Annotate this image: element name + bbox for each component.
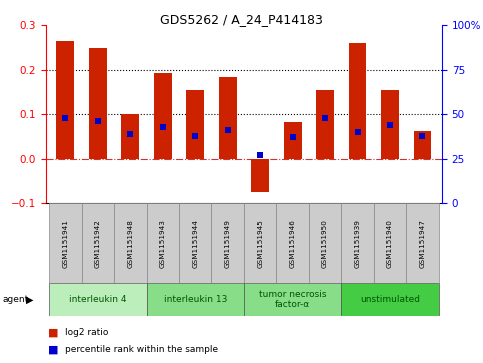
Bar <box>49 283 146 316</box>
Text: agent: agent <box>2 295 28 304</box>
Bar <box>179 203 212 283</box>
Bar <box>244 283 341 316</box>
Text: percentile rank within the sample: percentile rank within the sample <box>65 345 218 354</box>
Bar <box>186 90 204 159</box>
Text: GSM1151942: GSM1151942 <box>95 219 101 268</box>
Text: ■: ■ <box>48 327 59 337</box>
Text: GSM1151943: GSM1151943 <box>160 219 166 268</box>
Bar <box>381 90 399 159</box>
Text: GSM1151950: GSM1151950 <box>322 219 328 268</box>
Bar <box>349 43 367 159</box>
Bar <box>374 203 406 283</box>
Bar <box>413 131 431 159</box>
Bar <box>309 203 341 283</box>
Bar <box>244 203 276 283</box>
Bar <box>146 283 244 316</box>
Text: GSM1151939: GSM1151939 <box>355 219 360 268</box>
Text: GSM1151945: GSM1151945 <box>257 219 263 268</box>
Text: GSM1151941: GSM1151941 <box>62 219 69 268</box>
Text: GDS5262 / A_24_P414183: GDS5262 / A_24_P414183 <box>160 13 323 26</box>
Text: GSM1151948: GSM1151948 <box>128 219 133 268</box>
Bar <box>82 203 114 283</box>
Bar <box>212 203 244 283</box>
Bar <box>341 283 439 316</box>
Text: ▶: ▶ <box>26 294 33 305</box>
Text: ■: ■ <box>48 344 59 354</box>
Bar <box>49 203 82 283</box>
Text: interleukin 4: interleukin 4 <box>69 295 127 304</box>
Text: unstimulated: unstimulated <box>360 295 420 304</box>
Bar <box>219 77 237 159</box>
Bar <box>316 90 334 159</box>
Bar <box>341 203 374 283</box>
Text: GSM1151940: GSM1151940 <box>387 219 393 268</box>
Text: tumor necrosis
factor-α: tumor necrosis factor-α <box>259 290 327 309</box>
Bar <box>146 203 179 283</box>
Text: GSM1151944: GSM1151944 <box>192 219 198 268</box>
Bar <box>57 41 74 159</box>
Bar <box>121 114 139 159</box>
Text: GSM1151946: GSM1151946 <box>290 219 296 268</box>
Bar <box>114 203 146 283</box>
Text: log2 ratio: log2 ratio <box>65 328 109 337</box>
Bar <box>276 203 309 283</box>
Text: GSM1151949: GSM1151949 <box>225 219 231 268</box>
Bar <box>251 159 269 192</box>
Bar <box>154 73 171 159</box>
Bar <box>406 203 439 283</box>
Bar <box>284 122 301 159</box>
Bar <box>89 48 107 159</box>
Text: interleukin 13: interleukin 13 <box>164 295 227 304</box>
Text: GSM1151947: GSM1151947 <box>419 219 426 268</box>
